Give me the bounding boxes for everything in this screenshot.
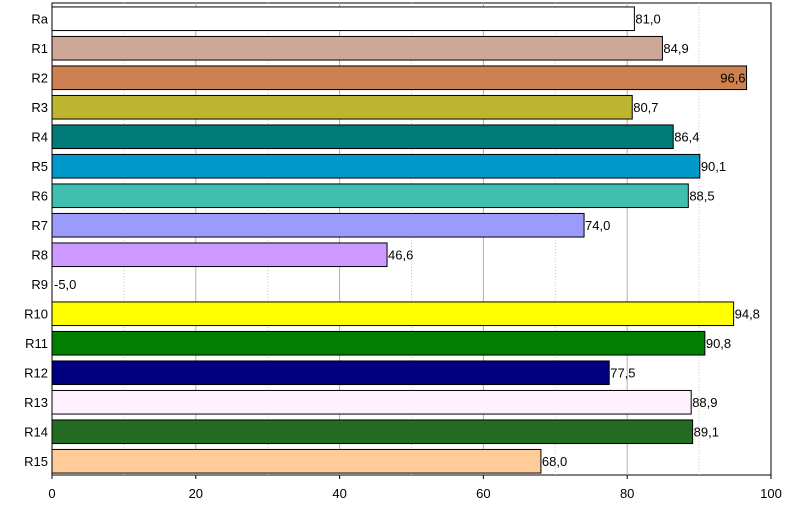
x-tick-label: 0 — [48, 486, 55, 501]
category-label: R4 — [31, 129, 48, 144]
data-label: 89,1 — [694, 424, 719, 439]
data-label: -5,0 — [54, 277, 76, 292]
x-axis-ticks: 0 20 40 60 80 100 — [48, 475, 782, 501]
x-tick-label: 40 — [332, 486, 346, 501]
category-label: R6 — [31, 188, 48, 203]
data-label: 90,1 — [701, 159, 726, 174]
bar — [51, 35, 663, 61]
bar — [51, 301, 735, 327]
category-label: R11 — [25, 336, 48, 351]
category-label: R12 — [24, 365, 48, 380]
data-label: 74,0 — [585, 218, 610, 233]
bar — [51, 448, 542, 474]
bar — [51, 389, 692, 415]
bar — [51, 183, 689, 209]
data-label: 88,5 — [689, 188, 714, 203]
bar — [51, 153, 701, 179]
data-label: 81,0 — [635, 11, 660, 26]
data-label: 68,0 — [542, 454, 567, 469]
bar — [51, 65, 748, 91]
bar — [51, 419, 694, 445]
category-label: R2 — [31, 70, 48, 85]
data-label: 84,9 — [663, 41, 688, 56]
category-label: R13 — [24, 395, 48, 410]
x-tick-label: 100 — [760, 486, 782, 501]
data-label: 80,7 — [633, 100, 658, 115]
data-label: 46,6 — [388, 247, 413, 262]
x-tick-label: 80 — [620, 486, 634, 501]
data-label: 77,5 — [610, 365, 635, 380]
bar — [51, 94, 633, 120]
data-label: 90,8 — [706, 336, 731, 351]
x-tick-label: 20 — [189, 486, 203, 501]
bar — [51, 360, 610, 386]
bar — [51, 6, 635, 32]
category-label: R14 — [24, 424, 48, 439]
bar — [51, 124, 674, 150]
category-label: R5 — [31, 159, 48, 174]
data-label: 86,4 — [674, 129, 699, 144]
data-label: 96,6 — [720, 70, 745, 85]
bars: 81,084,9 96,6 80,7 86,490,1 88,5 74,0 46,6 -5,0… — [51, 6, 760, 474]
category-label: R3 — [31, 100, 48, 115]
bar — [51, 242, 388, 268]
category-label: R8 — [31, 247, 48, 262]
data-label: 94,8 — [735, 306, 760, 321]
bar — [51, 330, 706, 356]
bar — [51, 212, 585, 238]
category-labels: Ra R1 R2 R3 R4 R5 R6 R7 R8 R9 R10 R11 R12 R13 R14 R15 — [24, 11, 49, 469]
category-label: R7 — [31, 218, 48, 233]
x-tick-label: 60 — [476, 486, 490, 501]
data-label: 88,9 — [692, 395, 717, 410]
category-label: R9 — [31, 277, 48, 292]
category-label: R1 — [31, 41, 48, 56]
category-label: R10 — [24, 306, 48, 321]
category-label: Ra — [31, 11, 48, 26]
category-label: R15 — [24, 454, 48, 469]
